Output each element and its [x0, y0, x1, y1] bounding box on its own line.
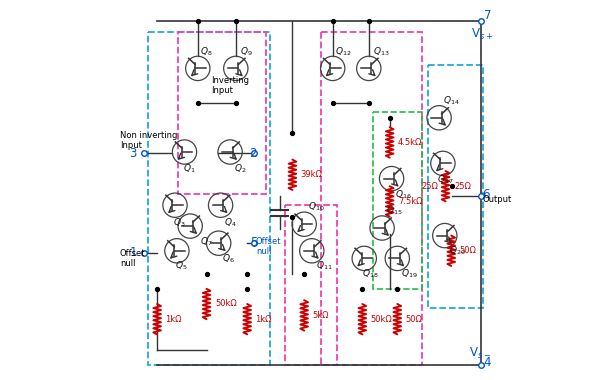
- Text: 1kΩ: 1kΩ: [256, 315, 272, 324]
- Text: $Q_{6}$: $Q_{6}$: [222, 252, 235, 264]
- Text: 5: 5: [249, 236, 257, 249]
- Text: 7.5kΩ: 7.5kΩ: [398, 197, 423, 206]
- Text: 1kΩ: 1kΩ: [166, 315, 182, 324]
- Text: $Q_{20}$: $Q_{20}$: [448, 245, 465, 257]
- Text: Offset
null: Offset null: [120, 249, 145, 268]
- Text: 50kΩ: 50kΩ: [215, 299, 237, 309]
- Text: Offset
null: Offset null: [256, 236, 282, 256]
- Text: 4: 4: [484, 356, 491, 369]
- Text: 5kΩ: 5kΩ: [312, 311, 329, 320]
- Text: V$_{s-}$: V$_{s-}$: [469, 346, 491, 361]
- Text: $Q_{4}$: $Q_{4}$: [224, 216, 237, 228]
- Text: $Q_{1}$: $Q_{1}$: [182, 163, 195, 175]
- Text: $Q_{15}$: $Q_{15}$: [386, 205, 402, 217]
- Text: $Q_{10}$: $Q_{10}$: [308, 201, 325, 213]
- Text: $Q_{9}$: $Q_{9}$: [240, 45, 253, 57]
- Text: 39kΩ: 39kΩ: [301, 170, 323, 179]
- Bar: [322, 32, 422, 365]
- Text: $Q_{3}$: $Q_{3}$: [173, 216, 185, 228]
- Text: $Q_{18}$: $Q_{18}$: [362, 268, 379, 280]
- Bar: [373, 112, 422, 289]
- Bar: [148, 32, 270, 365]
- Bar: [428, 65, 483, 308]
- Text: Non inverting
Input: Non inverting Input: [120, 131, 177, 150]
- Text: $Q_{13}$: $Q_{13}$: [373, 45, 389, 57]
- Text: 6: 6: [482, 188, 490, 201]
- Bar: [178, 32, 266, 194]
- Text: Inverting
Input: Inverting Input: [211, 76, 249, 95]
- Text: 50kΩ: 50kΩ: [371, 315, 392, 324]
- Text: 7: 7: [484, 10, 491, 22]
- Text: Output: Output: [483, 195, 512, 204]
- Text: $Q_{14}$: $Q_{14}$: [443, 95, 460, 107]
- Text: 3: 3: [129, 147, 137, 160]
- Text: $Q_{8}$: $Q_{8}$: [200, 45, 213, 57]
- Text: V$_{s+}$: V$_{s+}$: [471, 27, 493, 42]
- Bar: [285, 205, 336, 365]
- Text: 25Ω: 25Ω: [454, 182, 471, 191]
- Text: 25Ω: 25Ω: [421, 182, 438, 191]
- Text: $Q_{5}$: $Q_{5}$: [175, 260, 187, 272]
- Text: $Q_{16}$: $Q_{16}$: [395, 188, 412, 201]
- Text: 50Ω: 50Ω: [460, 246, 477, 255]
- Text: $Q_{17}$: $Q_{17}$: [437, 173, 454, 185]
- Text: 50Ω: 50Ω: [406, 315, 423, 324]
- Text: $Q_{11}$: $Q_{11}$: [315, 260, 332, 272]
- Text: $Q_{2}$: $Q_{2}$: [234, 163, 246, 175]
- Text: 2: 2: [249, 147, 257, 160]
- Text: $Q_{7}$: $Q_{7}$: [200, 235, 213, 247]
- Text: 4.5kΩ: 4.5kΩ: [398, 138, 423, 147]
- Text: $Q_{12}$: $Q_{12}$: [334, 45, 351, 57]
- Text: 1: 1: [129, 246, 137, 259]
- Text: $Q_{19}$: $Q_{19}$: [401, 268, 418, 280]
